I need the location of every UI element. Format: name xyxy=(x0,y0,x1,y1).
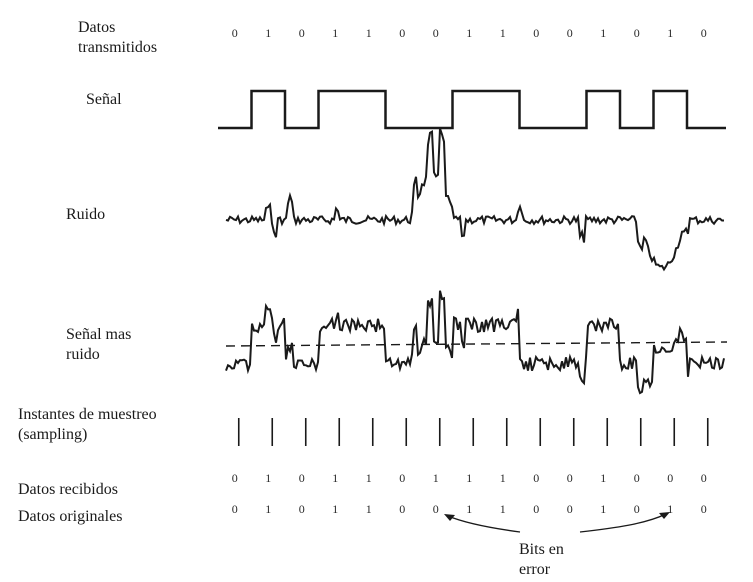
original-bit: 0 xyxy=(433,502,439,516)
original-bit: 1 xyxy=(332,502,338,516)
original-bit: 0 xyxy=(232,502,238,516)
transmitted-bit: 0 xyxy=(399,26,405,40)
transmitted-bit: 0 xyxy=(232,26,238,40)
received-bit: 0 xyxy=(701,471,707,485)
error-arrow-right xyxy=(579,513,667,533)
original-bit: 1 xyxy=(466,502,472,516)
label-datos-recibidos: Datos recibidos xyxy=(18,481,118,498)
label-bits-en-error: Bits en error xyxy=(519,541,564,578)
error-arrowhead-left xyxy=(444,514,455,521)
label-senal: Señal xyxy=(86,91,122,108)
transmitted-bit: 0 xyxy=(433,26,439,40)
transmitted-bit: 0 xyxy=(299,26,305,40)
transmitted-bit: 0 xyxy=(533,26,539,40)
transmitted-bit: 0 xyxy=(701,26,707,40)
original-bit: 0 xyxy=(399,502,405,516)
original-bit: 0 xyxy=(299,502,305,516)
digital-signal-waveform xyxy=(218,89,726,130)
transmitted-bit: 1 xyxy=(466,26,472,40)
label-ruido: Ruido xyxy=(66,206,106,223)
received-bit: 1 xyxy=(433,471,439,485)
original-bit: 1 xyxy=(265,502,271,516)
label-senal-mas-ruido: Señal mas ruido xyxy=(66,326,132,363)
received-bit: 1 xyxy=(265,471,271,485)
label-datos-transmitidos: Datos transmitidos xyxy=(78,19,158,56)
received-bit: 1 xyxy=(332,471,338,485)
transmitted-bit: 1 xyxy=(366,26,372,40)
original-bit: 1 xyxy=(667,502,673,516)
received-bit: 1 xyxy=(600,471,606,485)
transmitted-bit: 1 xyxy=(332,26,338,40)
error-arrowhead-right xyxy=(659,512,670,519)
transmitted-bit: 0 xyxy=(567,26,573,40)
received-bit: 1 xyxy=(500,471,506,485)
transmitted-bits-row: 0 1 0 1 1 0 0 1 1 0 0 1 0 1 0 xyxy=(232,26,707,40)
received-bit: 0 xyxy=(567,471,573,485)
sampling-instants-row xyxy=(237,418,709,446)
original-bit: 1 xyxy=(500,502,506,516)
original-bit: 1 xyxy=(366,502,372,516)
signal-plus-noise-waveform xyxy=(225,290,725,395)
decision-threshold-line xyxy=(225,341,728,347)
label-instantes-de-muestreo: Instantes de muestreo (sampling) xyxy=(18,406,157,443)
received-bit: 0 xyxy=(667,471,673,485)
transmitted-bit: 1 xyxy=(600,26,606,40)
error-arrow-left xyxy=(447,515,521,533)
original-bit: 0 xyxy=(634,502,640,516)
received-bit: 0 xyxy=(232,471,238,485)
received-bit: 0 xyxy=(634,471,640,485)
label-datos-originales: Datos originales xyxy=(18,508,123,525)
received-bit: 0 xyxy=(399,471,405,485)
original-bit: 0 xyxy=(701,502,707,516)
received-bit: 0 xyxy=(299,471,305,485)
original-bit: 1 xyxy=(600,502,606,516)
transmitted-bit: 0 xyxy=(634,26,640,40)
received-bit: 1 xyxy=(366,471,372,485)
noise-waveform xyxy=(225,128,724,272)
received-bit: 0 xyxy=(533,471,539,485)
original-bit: 0 xyxy=(533,502,539,516)
transmitted-bit: 1 xyxy=(667,26,673,40)
received-bit: 1 xyxy=(466,471,472,485)
original-bit: 0 xyxy=(567,502,573,516)
transmitted-bit: 1 xyxy=(265,26,271,40)
received-bits-row: 0 1 0 1 1 0 1 1 1 0 0 1 0 0 0 xyxy=(232,471,707,485)
original-bits-row: 0 1 0 1 1 0 0 1 1 0 0 1 0 1 0 xyxy=(232,502,707,516)
transmitted-bit: 1 xyxy=(500,26,506,40)
